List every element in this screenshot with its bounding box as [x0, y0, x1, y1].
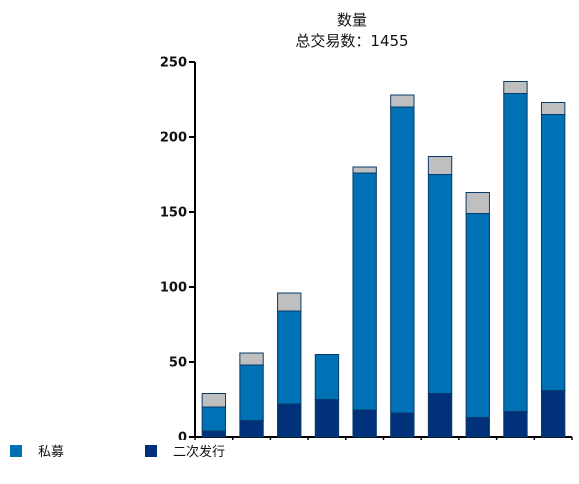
- bar-segment-series-0: [201, 430, 227, 438]
- bar-segment-series-2: [239, 352, 264, 366]
- bar-segment-series-2: [390, 94, 415, 108]
- bar-segment-series-2: [503, 81, 528, 94]
- y-tick-label: 50: [169, 356, 187, 371]
- bar-segment-series-1: [201, 406, 227, 432]
- bar-segment-series-1: [540, 114, 566, 391]
- bar-segment-series-2: [352, 166, 377, 174]
- bar-segment-series-1: [503, 93, 528, 412]
- bar-segment-series-0: [314, 399, 340, 438]
- bar-segment-series-0: [427, 393, 453, 438]
- bars: [201, 81, 566, 438]
- tick-labels: 05010015020025019981999200020012002*2003…: [160, 56, 187, 441]
- bar-segment-series-2: [201, 393, 227, 408]
- bar-segment-series-1: [465, 213, 490, 418]
- bar-segment-series-0: [540, 390, 566, 438]
- y-tick-label: 250: [160, 56, 187, 71]
- bar-segment-series-1: [239, 364, 264, 421]
- bar-segment-series-0: [390, 412, 415, 438]
- bar-segment-series-1: [390, 106, 415, 414]
- y-tick-label: 200: [160, 131, 187, 146]
- legend-swatch: [10, 444, 22, 457]
- bar-segment-series-2: [427, 156, 453, 175]
- bar-segment-series-2: [465, 192, 490, 214]
- bar-chart: 数量 总交易数：1455 050100150200250199819992000…: [160, 11, 573, 441]
- bar-segment-series-1: [352, 172, 377, 411]
- bar-segment-series-0: [239, 420, 264, 438]
- y-tick-label: 0: [178, 431, 187, 441]
- bar-segment-series-1: [427, 174, 453, 394]
- bar-segment-series-1: [314, 354, 340, 400]
- chart-title: 数量: [337, 11, 367, 29]
- legend-label: 二次发行: [173, 445, 226, 460]
- bar-segment-series-2: [277, 292, 302, 312]
- legend-label: 私募: [38, 445, 65, 460]
- bar-segment-series-2: [540, 102, 566, 115]
- legend-item-1: 二次发行: [145, 441, 225, 460]
- legend-item-0: 私募: [10, 441, 64, 460]
- bar-segment-series-0: [503, 411, 528, 438]
- bar-segment-series-0: [352, 409, 377, 438]
- chart-subtitle: 总交易数：1455: [295, 32, 408, 50]
- legend-swatch: [145, 444, 157, 457]
- y-tick-label: 150: [160, 206, 187, 221]
- bar-segment-series-0: [277, 403, 302, 438]
- bar-segment-series-1: [277, 310, 302, 405]
- bar-segment-series-0: [465, 417, 490, 438]
- y-tick-label: 100: [160, 281, 187, 296]
